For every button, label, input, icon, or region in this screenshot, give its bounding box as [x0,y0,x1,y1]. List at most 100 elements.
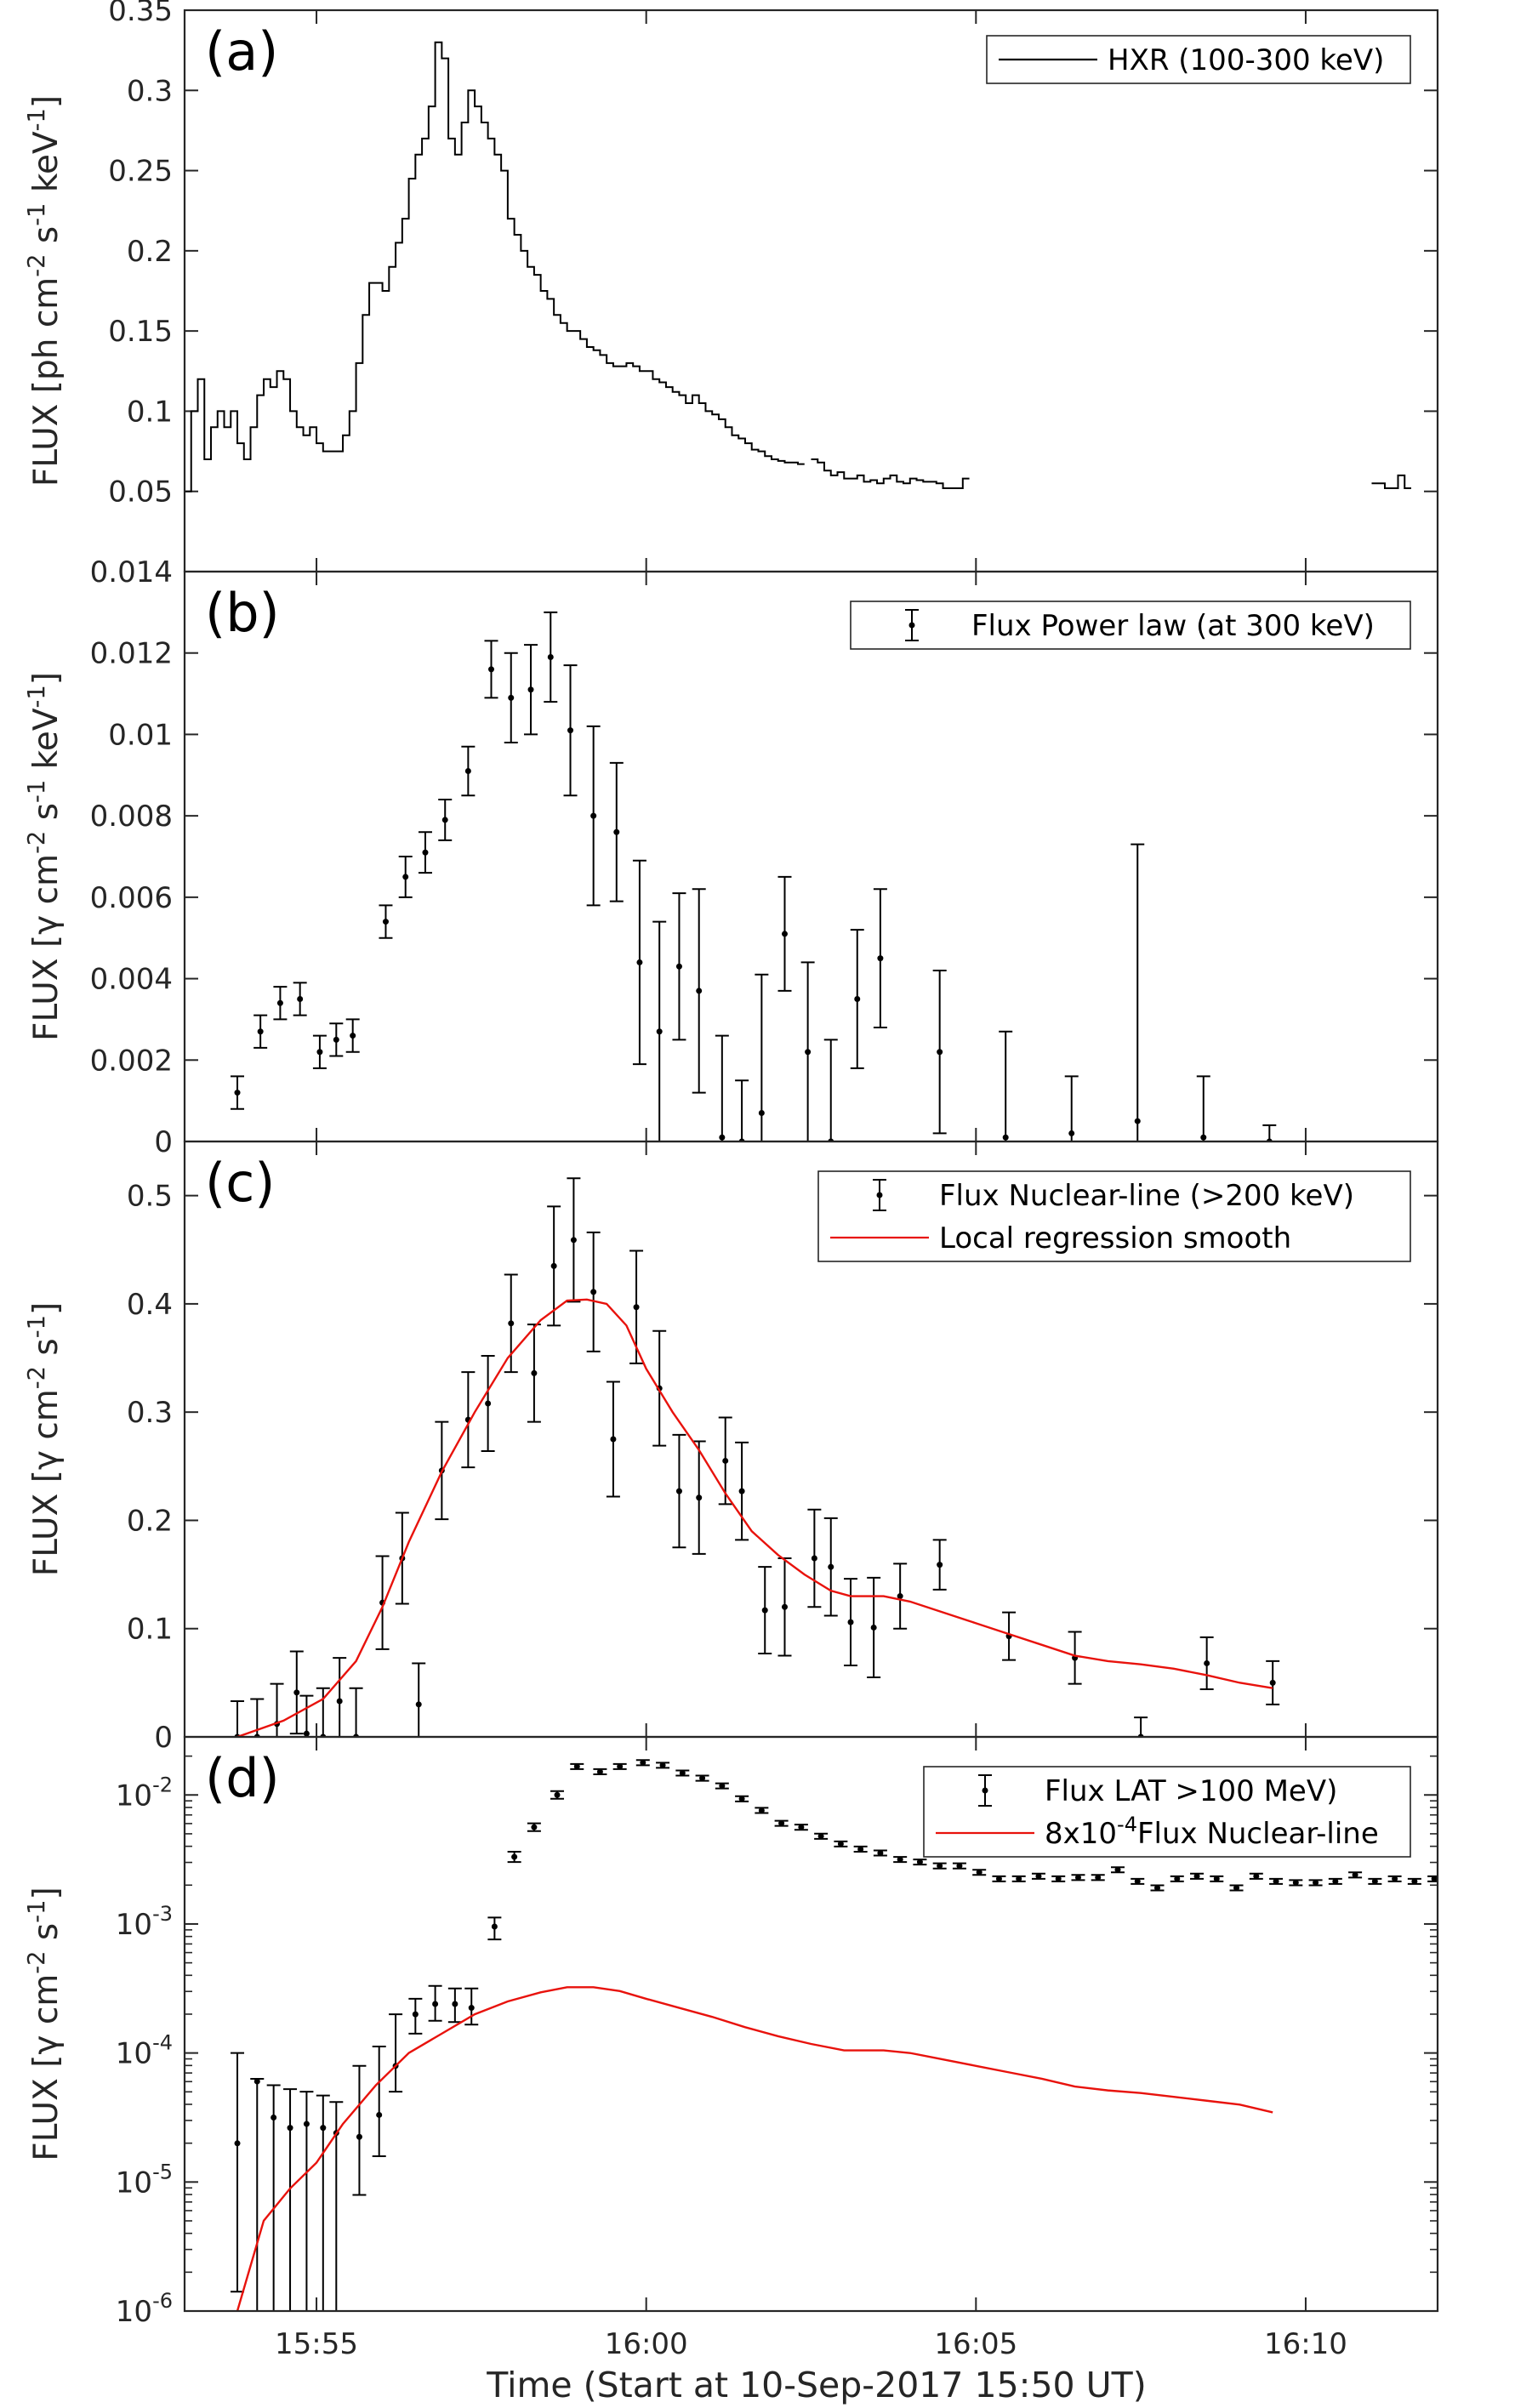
data-point [567,727,574,734]
data-point [1074,1874,1081,1881]
y-tick-label: 0.014 [90,555,173,589]
y-tick-label: 0 [154,1125,173,1159]
data-point [738,1488,745,1494]
data-point [1114,1866,1121,1873]
plot-area-b [231,611,1277,1141]
data-point [1193,1873,1200,1880]
data-point [811,1555,817,1562]
data-point [257,1028,264,1035]
data-point [350,1033,356,1039]
data-point [1253,1873,1260,1880]
data-point [468,2005,475,2012]
legend-a: HXR (100-300 keV) [986,35,1411,84]
y-tick-label: 0.006 [90,881,173,915]
data-point [531,1369,538,1376]
panel-d: 10-6 10-5 10-4 10-3 10-2 15:55 16:00 16:05 16:10… [24,1735,1439,2361]
y-tick-label: 10-5 [116,2160,173,2200]
legend-label: Flux LAT >100 MeV) [1045,1774,1337,1808]
y-tick-label: 0.3 [127,1396,173,1430]
panel-label: (c) [205,1152,275,1214]
data-point [1313,1879,1319,1886]
data-point [857,1846,864,1853]
data-point [422,849,429,856]
legend-c: Flux Nuclear-line (>200 keV) Local regres… [817,1170,1411,1262]
axes-frame-d [183,1735,1439,2313]
y-tick-label: 10-3 [116,1902,173,1942]
data-point [877,955,884,962]
data-point [656,1028,663,1035]
y-tick-label: 0.25 [108,155,173,189]
data-point [303,1730,310,1737]
data-point [659,1762,666,1768]
data-point [613,828,620,835]
data-point [995,1876,1002,1882]
data-point [916,1859,923,1865]
data-point [837,1841,844,1847]
data-point [738,1796,745,1802]
y-tick-label: 0.35 [108,0,173,28]
data-point [781,1603,788,1610]
data-point [293,1689,300,1696]
data-point [828,1563,834,1570]
legend-b: Flux Power law (at 300 keV) [850,601,1411,650]
data-point [675,963,682,970]
data-point [1213,1876,1220,1882]
data-point [1411,1878,1418,1885]
data-point [271,2114,277,2121]
data-point [758,1110,765,1116]
smooth-curve [236,1298,1273,1737]
data-point [1068,1130,1075,1136]
data-point [675,1488,682,1494]
data-point [1352,1871,1358,1878]
data-point [798,1824,805,1830]
y-tick-label: 0.2 [127,235,173,269]
data-point [527,686,534,693]
data-point [758,1807,765,1813]
data-point [234,2140,241,2147]
data-point [1174,1876,1181,1882]
data-point [722,1457,729,1464]
data-point [610,1436,617,1443]
data-point [1431,1876,1438,1882]
data-point [636,959,643,965]
data-point [432,2001,439,2007]
y-axis-label-a: FLUX [ph cm-2 s-1 keV-1] [24,95,66,487]
data-point [699,1775,706,1782]
legend-d: Flux LAT >100 MeV) 8x10-4Flux Nuclear-lin… [923,1766,1411,1858]
smooth-curve [236,1986,1273,2311]
y-tick-label: 0.4 [127,1288,173,1322]
data-point [1035,1873,1042,1880]
y-tick-label: 0.1 [127,395,173,429]
x-tick-label: 15:55 [275,2327,358,2361]
data-point [303,2121,310,2127]
data-point [1002,1134,1009,1141]
data-point [452,2001,458,2007]
data-point [1154,1884,1161,1891]
data-point [805,1049,812,1056]
data-point [956,1863,963,1870]
data-point [781,931,788,937]
legend-box [817,1170,1411,1262]
data-point [1233,1884,1240,1891]
data-point [570,1237,577,1244]
plot-area-d [231,1759,1438,2311]
data-point [617,1763,624,1770]
data-point [412,2011,419,2018]
panel-label: (a) [205,20,278,83]
data-point [696,1494,703,1501]
data-point [1200,1134,1207,1141]
legend-box [850,601,1411,650]
panel-label: (d) [205,1747,280,1809]
y-axis-label-d: FLUX [γ cm-2 s-1] [24,1887,66,2160]
plot-area-c [231,1177,1280,1737]
data-point [897,1856,903,1863]
data-point [531,1824,538,1830]
y-tick-label: 0.15 [108,315,173,349]
y-tick-label: 10-4 [116,2031,173,2071]
data-point [778,1820,785,1827]
panel-b: 0 0.002 0.004 0.006 0.008 0.01 0.012 0.014 FLUX … [24,555,1439,1159]
data-point [234,1090,241,1096]
data-point [376,2111,383,2118]
data-point [316,1049,323,1056]
